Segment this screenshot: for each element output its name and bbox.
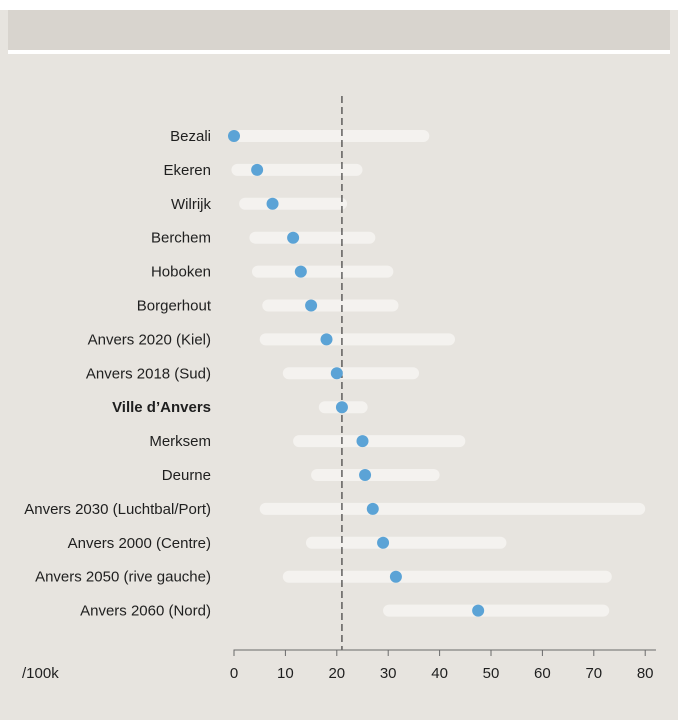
range-bar — [259, 333, 456, 346]
range-bar — [262, 299, 399, 312]
range-bar — [251, 265, 394, 278]
category-label: Ekeren — [163, 162, 211, 179]
category-label: Anvers 2020 (Kiel) — [88, 331, 211, 348]
value-dot — [266, 197, 279, 210]
value-dot — [359, 469, 372, 481]
range-bar — [305, 536, 507, 549]
top-border — [0, 0, 678, 10]
category-label: Merksem — [149, 433, 211, 450]
category-label: Wilrijk — [171, 196, 211, 213]
value-dot — [335, 401, 348, 414]
category-label: Anvers 2018 (Sud) — [86, 365, 211, 382]
header-separator — [8, 50, 670, 54]
x-tick-label: 10 — [277, 665, 294, 682]
dots-group — [228, 130, 485, 617]
value-dot — [356, 435, 369, 448]
value-dot — [251, 163, 264, 176]
category-label: Hoboken — [151, 264, 211, 281]
value-dot — [472, 604, 485, 617]
category-label: Deurne — [162, 467, 211, 484]
value-dot — [287, 231, 300, 244]
category-label: Ville d’Anvers — [112, 399, 211, 416]
range-bar — [239, 197, 348, 210]
category-labels-group: Bezali Ekeren Wilrijk Berchem Hoboken Borgerh… — [24, 128, 212, 620]
header-band — [8, 10, 670, 50]
range-bar — [259, 502, 646, 515]
value-dot — [305, 299, 318, 312]
x-tick-label: 50 — [483, 665, 500, 682]
range-bar — [234, 130, 430, 142]
x-tick-label: 30 — [380, 665, 397, 682]
x-tick-label: 20 — [328, 665, 345, 682]
x-tick-label: 60 — [534, 665, 551, 682]
range-bars-group — [231, 130, 646, 617]
value-dot — [389, 570, 402, 583]
x-tick-label: 0 — [230, 665, 238, 682]
x-tick-label: 40 — [431, 665, 448, 682]
value-dot — [330, 367, 343, 380]
category-label: Bezali — [170, 128, 211, 145]
range-bar — [311, 469, 440, 481]
range-bar — [282, 367, 420, 380]
range-bar — [282, 570, 612, 583]
value-dot — [320, 333, 333, 346]
range-bar — [249, 231, 376, 244]
range-bar — [293, 435, 466, 448]
range-bar — [231, 163, 363, 176]
value-dot — [294, 265, 307, 278]
value-dot — [228, 130, 240, 142]
category-label: Anvers 2060 (Nord) — [80, 603, 211, 620]
category-label: Berchem — [151, 230, 211, 247]
x-axis: /100k 0 10 20 30 40 50 60 70 80 — [22, 649, 656, 682]
x-tick-label: 70 — [585, 665, 602, 682]
range-bar — [383, 604, 610, 617]
value-dot — [377, 536, 390, 549]
value-dot — [366, 502, 379, 515]
category-label: Anvers 2000 (Centre) — [68, 535, 211, 552]
category-label: Borgerhout — [137, 298, 212, 315]
unit-label: /100k — [22, 665, 59, 682]
x-tick-label: 80 — [637, 665, 654, 682]
category-label: Anvers 2030 (Luchtbal/Port) — [24, 501, 211, 518]
category-label: Anvers 2050 (rive gauche) — [35, 569, 211, 586]
